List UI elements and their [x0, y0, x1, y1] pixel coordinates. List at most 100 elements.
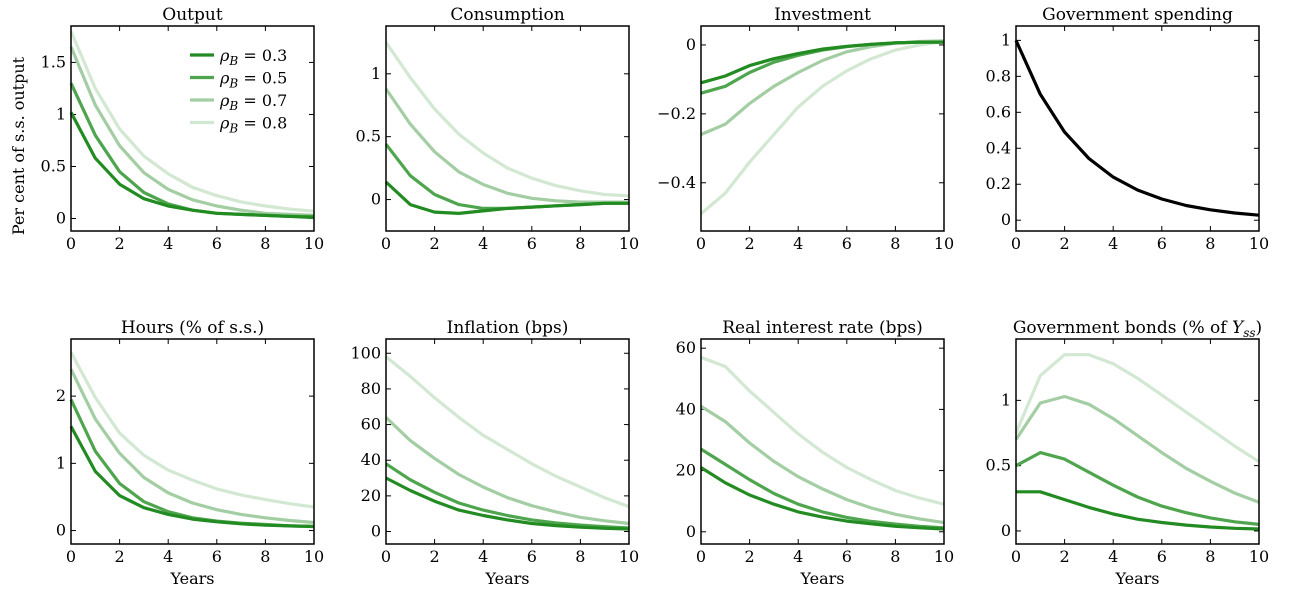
- x-tick-label: 2: [745, 547, 755, 566]
- x-tick-label: 4: [163, 234, 173, 253]
- x-tick-label: 4: [478, 547, 488, 566]
- series-line-0: [700, 466, 945, 531]
- y-tick-label: 0: [1001, 521, 1011, 540]
- y-tick-label: 0: [56, 209, 66, 228]
- x-tick-label: 10: [934, 547, 954, 566]
- panel-title: Government bonds (% of Yss): [1013, 318, 1262, 340]
- x-tick-label: 10: [304, 234, 324, 253]
- x-tick-label: 0: [66, 234, 76, 253]
- y-tick-label: −0.4: [657, 173, 696, 192]
- y-tick-label: 0.5: [986, 456, 1011, 475]
- x-tick-label: 8: [575, 234, 585, 253]
- x-tick-label: 0: [1011, 547, 1021, 566]
- series-line-0: [700, 40, 944, 85]
- series-line-3: [1014, 353, 1260, 464]
- panel-frame: [385, 25, 630, 232]
- y-tick-label: 100: [350, 343, 381, 362]
- y-tick-label: 0: [56, 521, 66, 540]
- x-tick-label: 6: [842, 234, 852, 253]
- x-tick-label: 6: [212, 547, 222, 566]
- series-line-0: [69, 111, 315, 220]
- panel-title: Output: [162, 5, 223, 25]
- series-line-1: [1015, 451, 1260, 526]
- x-tick-label: 6: [527, 547, 537, 566]
- series-line-1: [385, 462, 630, 530]
- panel-title: Investment: [774, 5, 871, 25]
- x-tick-label: 2: [430, 234, 440, 253]
- x-tick-label: 8: [575, 547, 585, 566]
- panel-4: Hours (% of s.s.) 0 2 4 6 8 10 0 1 2 Years: [56, 318, 324, 588]
- panel-title: Government spending: [1042, 5, 1233, 25]
- x-tick-label: 6: [842, 547, 852, 566]
- y-tick-label: 0.4: [986, 138, 1011, 157]
- y-tick-label: 2: [56, 386, 66, 405]
- x-axis-label: Years: [484, 569, 529, 588]
- x-axis-label: Years: [1114, 569, 1159, 588]
- y-tick-label: 0: [371, 522, 381, 541]
- y-tick-label: 0: [686, 522, 696, 541]
- x-tick-label: 6: [212, 234, 222, 253]
- x-tick-label: 8: [260, 234, 270, 253]
- panel-1: Consumption 0 2 4 6 8 10 0 0.5 1: [356, 5, 640, 253]
- panel-7: Government bonds (% of Yss) 0 2 4 6 8 10 0 0.5 1 Y…: [986, 318, 1270, 588]
- x-tick-label: 0: [381, 234, 391, 253]
- y-tick-label: 1: [56, 453, 66, 472]
- series-line-3: [699, 39, 945, 216]
- series-line-3: [69, 351, 315, 509]
- series-line-3: [384, 355, 630, 509]
- series-line-1: [700, 447, 945, 530]
- y-tick-label: 1.5: [41, 52, 66, 71]
- series-line-1: [69, 398, 315, 529]
- series-line-1: [384, 143, 629, 210]
- legend-label: ρB = 0.8: [219, 114, 287, 136]
- y-tick-label: 40: [676, 399, 696, 418]
- y-tick-label: 1: [371, 64, 381, 83]
- x-tick-label: 2: [115, 547, 125, 566]
- panel-title: Inflation (bps): [447, 318, 569, 338]
- x-tick-label: 6: [1157, 547, 1167, 566]
- series-line-0: [69, 425, 315, 529]
- y-tick-label: 0.2: [986, 174, 1011, 193]
- series-line-0: [385, 476, 630, 531]
- panel-2: Investment 0 2 4 6 8 10 0 −0.2 −0.4: [657, 5, 954, 253]
- x-tick-label: 10: [304, 547, 324, 566]
- series-line-2: [1014, 394, 1260, 504]
- series-line-0: [1014, 39, 1260, 217]
- series-line-2: [384, 416, 630, 526]
- x-tick-label: 10: [1249, 547, 1269, 566]
- series-line-0: [1016, 490, 1260, 531]
- x-tick-label: 8: [890, 234, 900, 253]
- panel-frame: [385, 338, 630, 545]
- x-tick-label: 0: [381, 547, 391, 566]
- x-tick-label: 0: [66, 547, 76, 566]
- panel-frame: [700, 25, 945, 232]
- x-tick-label: 2: [1060, 547, 1070, 566]
- panel-3: Government spending 0 2 4 6 8 10 0 0.2 0.4 0.6 0.8 1: [986, 5, 1270, 253]
- x-tick-label: 2: [115, 234, 125, 253]
- panel-frame: [1015, 25, 1260, 232]
- panel-frame: [1015, 338, 1260, 545]
- y-tick-label: 1: [1001, 30, 1011, 49]
- panel-title: Real interest rate (bps): [722, 318, 923, 338]
- x-axis-label: Years: [799, 569, 844, 588]
- series-line-0: [384, 180, 629, 215]
- legend-label: ρB = 0.5: [219, 69, 287, 91]
- x-tick-label: 4: [1108, 234, 1118, 253]
- x-axis-label: Years: [169, 569, 214, 588]
- x-tick-label: 4: [163, 547, 173, 566]
- series-line-2: [69, 46, 315, 217]
- y-tick-label: 20: [676, 461, 696, 480]
- y-tick-label: 60: [676, 338, 696, 357]
- y-tick-label: 0.8: [986, 66, 1011, 85]
- y-tick-label: 0: [1001, 210, 1011, 229]
- legend-label: ρB = 0.7: [219, 91, 287, 113]
- y-tick-label: 20: [361, 486, 381, 505]
- x-tick-label: 0: [696, 234, 706, 253]
- figure-ylabel: Per cent of s.s. output: [9, 56, 28, 235]
- y-tick-label: 1: [56, 104, 66, 123]
- y-tick-label: 0: [686, 35, 696, 54]
- series-line-3: [69, 30, 315, 213]
- x-tick-label: 6: [527, 234, 537, 253]
